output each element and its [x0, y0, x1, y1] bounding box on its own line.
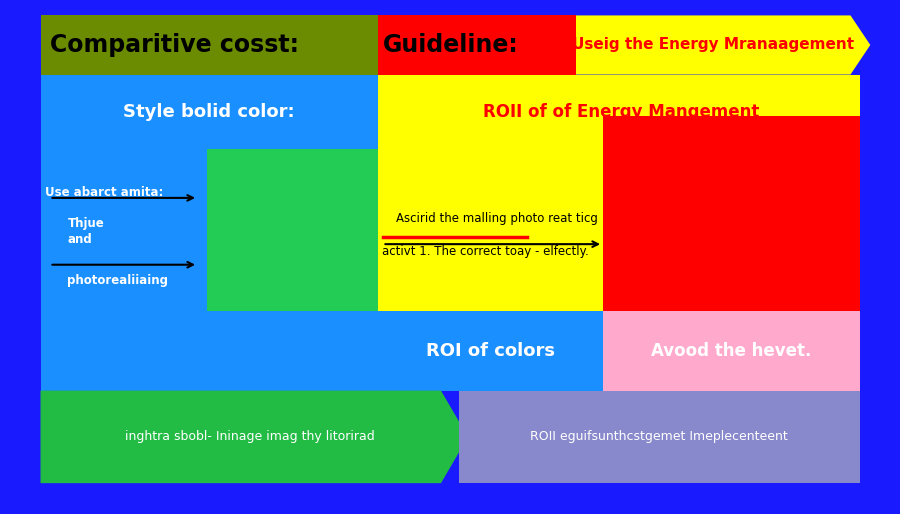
Bar	[378, 149, 603, 311]
Text: Useig the Energy Mranaagement: Useig the Energy Mranaagement	[572, 38, 854, 52]
Bar	[40, 75, 378, 149]
Text: Comparitive cosst:: Comparitive cosst:	[50, 33, 299, 57]
Bar	[603, 116, 860, 149]
Text: ROI of colors: ROI of colors	[426, 342, 555, 360]
Text: inghtra sbobl- Ininage imag thy litorirad: inghtra sbobl- Ininage imag thy litorira…	[125, 430, 374, 444]
Text: and: and	[68, 232, 92, 246]
Bar	[40, 311, 378, 391]
Text: Ascirid the malling photo reat ticg: Ascirid the malling photo reat ticg	[396, 212, 598, 225]
Text: activt 1. The correct toay - elfectly.: activt 1. The correct toay - elfectly.	[382, 245, 590, 259]
Text: Thjue: Thjue	[68, 217, 104, 230]
Text: Avood the hevet.: Avood the hevet.	[651, 342, 812, 360]
Bar	[459, 391, 860, 483]
Polygon shape	[40, 391, 468, 483]
Bar	[603, 311, 860, 391]
Text: Use abarct amita:: Use abarct amita:	[45, 186, 164, 199]
Text: Guideline:: Guideline:	[382, 33, 518, 57]
Bar	[603, 149, 860, 311]
Text: Style bolid color:: Style bolid color:	[123, 103, 295, 121]
Text: ROII eguifsunthcstgemet Imeplecenteent: ROII eguifsunthcstgemet Imeplecenteent	[530, 430, 788, 444]
Bar	[40, 149, 207, 311]
Text: photorealiiaing: photorealiiaing	[68, 273, 168, 287]
Bar	[378, 15, 576, 75]
Bar	[378, 311, 603, 391]
Polygon shape	[576, 15, 870, 75]
Text: ROII of of Energy Mangement: ROII of of Energy Mangement	[482, 103, 760, 121]
Bar	[40, 15, 378, 75]
Bar	[378, 75, 860, 149]
Bar	[207, 149, 378, 311]
